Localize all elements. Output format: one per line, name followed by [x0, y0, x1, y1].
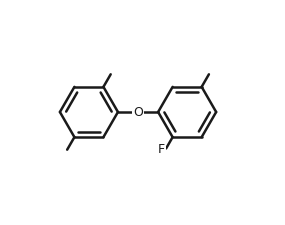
Text: O: O: [133, 106, 143, 119]
Text: F: F: [158, 142, 165, 155]
